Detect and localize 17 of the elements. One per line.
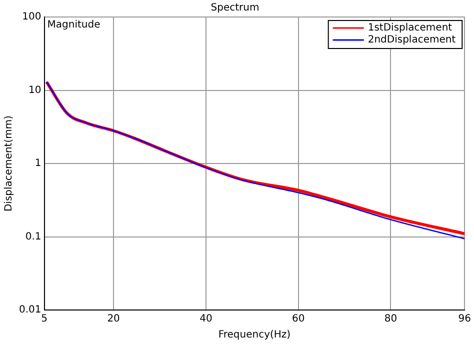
x-tick-label: 80	[384, 314, 398, 325]
y-tick-label: 0.01	[19, 304, 42, 316]
y-tick-label: 10	[28, 84, 42, 96]
y-axis-title: Displacement(mm)	[4, 115, 15, 212]
chart-title: Spectrum	[210, 2, 260, 14]
x-tick-label: 60	[292, 314, 305, 325]
x-tick-label: 96	[458, 314, 472, 325]
y-tick-label: 1	[34, 158, 42, 170]
x-tick-label: 5	[41, 314, 48, 325]
legend-label: 1stDisplacement	[368, 22, 452, 34]
x-axis-title: Frequency(Hz)	[218, 330, 291, 341]
legend-label: 2ndDisplacement	[368, 34, 456, 46]
annotation: Magnitude	[47, 20, 100, 31]
y-tick-label: 0.1	[25, 231, 42, 242]
x-tick-label: 40	[200, 314, 212, 325]
x-tick-label: 20	[107, 314, 120, 325]
y-tick-label: 100	[22, 12, 42, 23]
